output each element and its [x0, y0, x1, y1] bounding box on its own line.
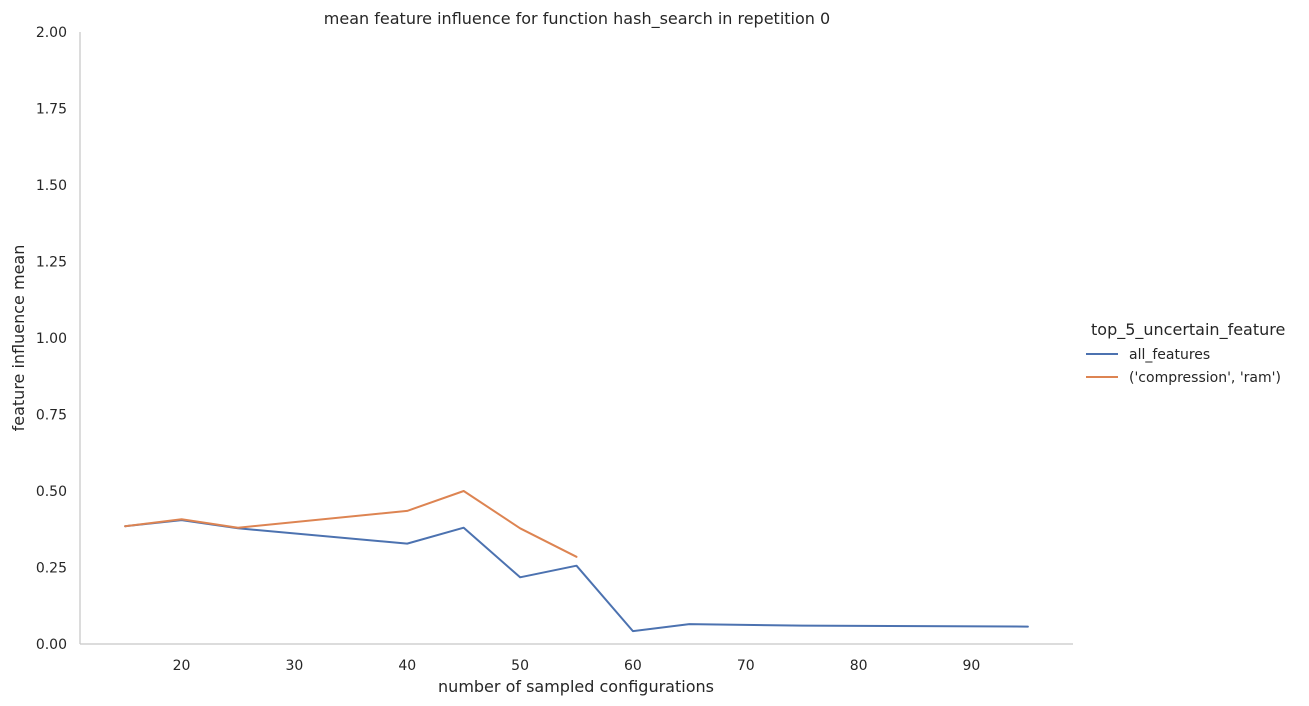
y-tick-label: 0.25	[36, 561, 67, 577]
x-tick-label: 20	[173, 658, 191, 674]
y-tick-label: 0.00	[36, 637, 67, 653]
x-tick-label: 30	[285, 658, 303, 674]
x-tick-label: 90	[963, 658, 981, 674]
legend: top_5_uncertain_feature all_features ('co…	[1086, 320, 1285, 386]
y-axis-label: feature influence mean	[9, 245, 28, 432]
y-ticks: 0.00 0.25 0.50 0.75 1.00 1.25 1.50 1.75 2.00	[36, 25, 67, 653]
legend-label: all_features	[1129, 347, 1210, 363]
x-tick-label: 80	[850, 658, 868, 674]
y-tick-label: 1.25	[36, 255, 67, 271]
x-tick-label: 40	[398, 658, 416, 674]
series-line-0	[124, 519, 1029, 633]
legend-title: top_5_uncertain_feature	[1091, 320, 1285, 340]
x-ticks: 20 30 40 50 60 70 80 90	[173, 658, 981, 674]
chart-title: mean feature influence for function hash…	[324, 9, 830, 29]
y-tick-label: 0.75	[36, 408, 67, 424]
y-tick-label: 2.00	[36, 25, 67, 41]
y-tick-label: 0.50	[36, 484, 67, 500]
series-lines	[124, 490, 1029, 633]
x-axis-label: number of sampled configurations	[438, 677, 714, 696]
y-tick-label: 1.75	[36, 102, 67, 118]
x-tick-label: 70	[737, 658, 755, 674]
x-tick-label: 60	[624, 658, 642, 674]
legend-items: all_features ('compression', 'ram')	[1086, 347, 1281, 386]
axes	[79, 32, 1073, 645]
x-tick-label: 50	[511, 658, 529, 674]
y-tick-label: 1.50	[36, 178, 67, 194]
legend-label: ('compression', 'ram')	[1129, 370, 1281, 386]
y-tick-label: 1.00	[36, 331, 67, 347]
series-line-1	[124, 490, 578, 558]
